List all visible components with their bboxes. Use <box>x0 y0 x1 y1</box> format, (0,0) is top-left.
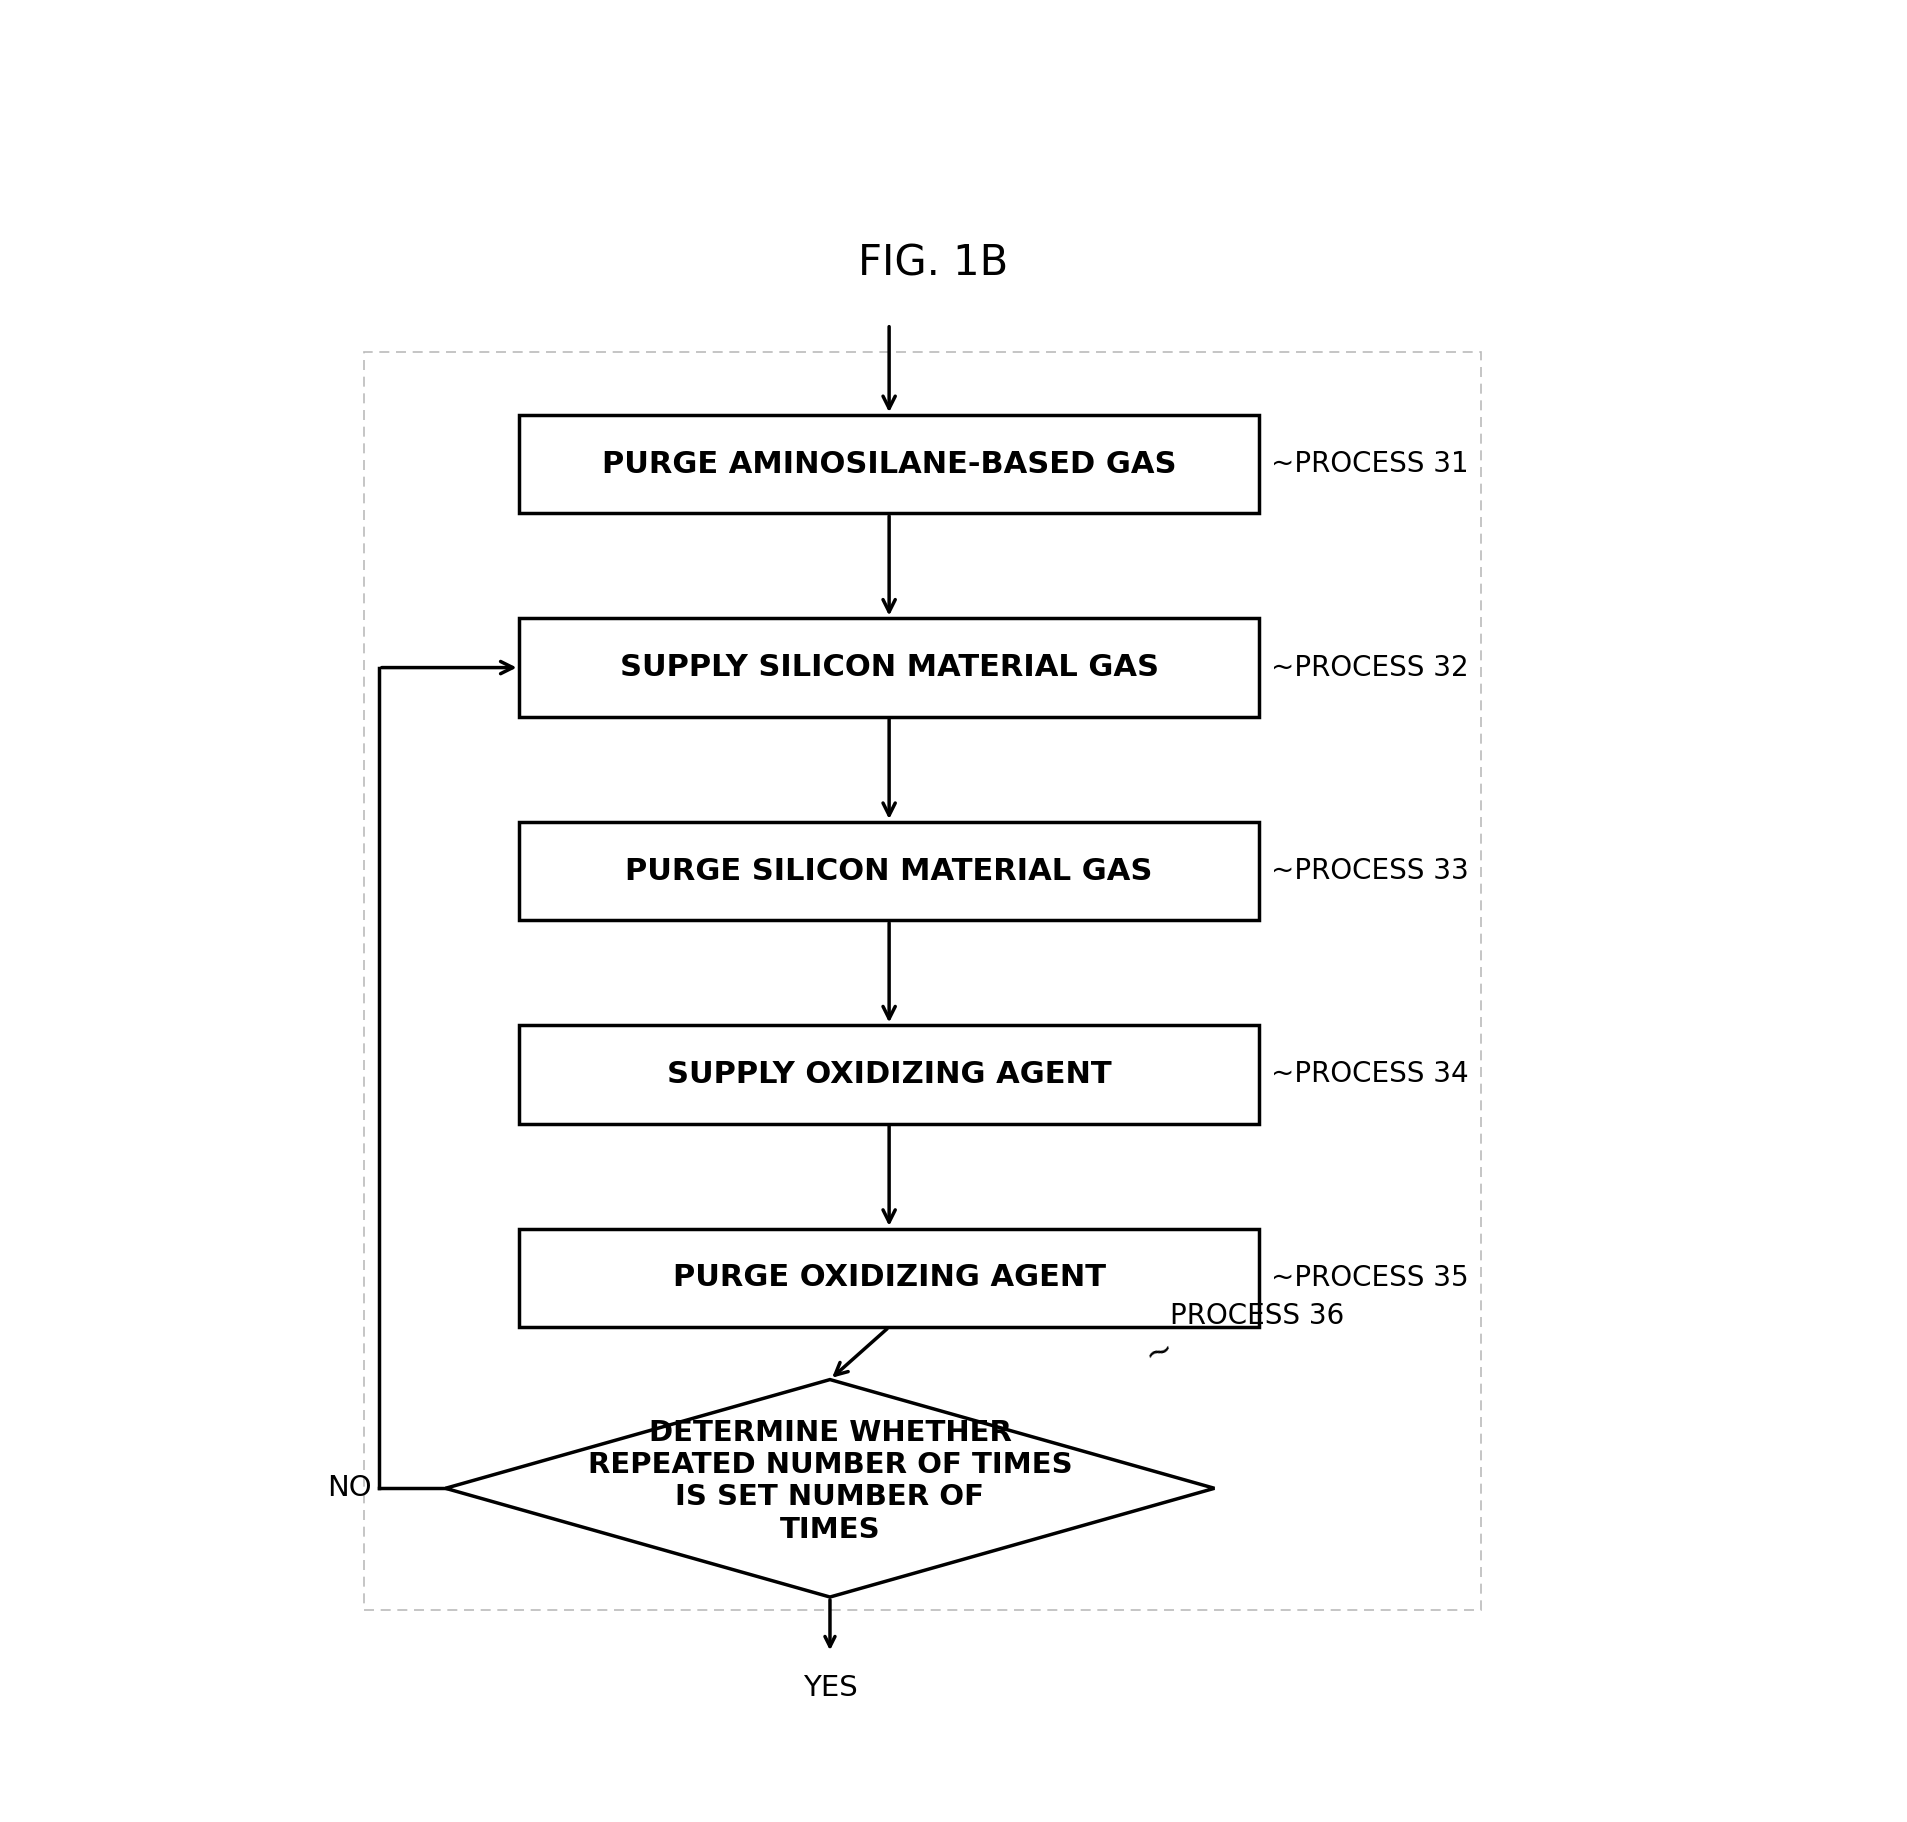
Text: ~PROCESS 33: ~PROCESS 33 <box>1270 856 1468 885</box>
Text: ~PROCESS 35: ~PROCESS 35 <box>1270 1264 1468 1292</box>
FancyBboxPatch shape <box>519 1026 1259 1124</box>
Polygon shape <box>444 1379 1213 1598</box>
Text: ~PROCESS 31: ~PROCESS 31 <box>1270 450 1468 477</box>
Text: PURGE AMINOSILANE-BASED GAS: PURGE AMINOSILANE-BASED GAS <box>601 450 1177 479</box>
FancyBboxPatch shape <box>519 415 1259 514</box>
Text: FIG. 1B: FIG. 1B <box>858 242 1009 284</box>
Text: ~PROCESS 32: ~PROCESS 32 <box>1270 654 1468 681</box>
FancyBboxPatch shape <box>519 822 1259 920</box>
FancyBboxPatch shape <box>519 618 1259 716</box>
Text: PROCESS 36: PROCESS 36 <box>1169 1303 1344 1330</box>
Text: PURGE OXIDIZING AGENT: PURGE OXIDIZING AGENT <box>673 1263 1104 1292</box>
Text: NO: NO <box>326 1474 372 1503</box>
Text: PURGE SILICON MATERIAL GAS: PURGE SILICON MATERIAL GAS <box>625 856 1152 885</box>
Text: SUPPLY OXIDIZING AGENT: SUPPLY OXIDIZING AGENT <box>666 1060 1112 1090</box>
Text: ~PROCESS 34: ~PROCESS 34 <box>1270 1060 1468 1088</box>
Text: ~: ~ <box>1140 1332 1177 1372</box>
Text: YES: YES <box>803 1674 856 1702</box>
Text: DETERMINE WHETHER
REPEATED NUMBER OF TIMES
IS SET NUMBER OF
TIMES: DETERMINE WHETHER REPEATED NUMBER OF TIM… <box>587 1419 1072 1543</box>
Text: SUPPLY SILICON MATERIAL GAS: SUPPLY SILICON MATERIAL GAS <box>620 652 1158 681</box>
FancyBboxPatch shape <box>519 1228 1259 1326</box>
